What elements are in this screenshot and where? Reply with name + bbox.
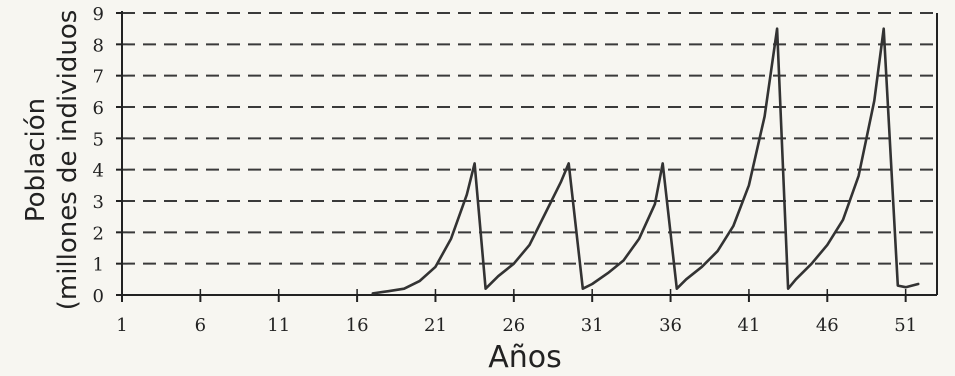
y-tick-label: 6	[93, 98, 104, 119]
series-layer	[371, 27, 920, 295]
y-axis-title-line2: (millones de individuos	[53, 10, 83, 311]
y-tick-label: 9	[93, 4, 104, 25]
y-axis-title: Población (millones de individuos	[21, 10, 83, 311]
x-tick-label: 16	[346, 315, 369, 336]
x-tick-label: 1	[116, 315, 127, 336]
y-tick-label: 2	[93, 223, 104, 244]
x-tick-label: 41	[737, 315, 760, 336]
x-tick-label: 46	[816, 315, 839, 336]
y-tick-label: 0	[93, 286, 104, 307]
gridlines	[122, 12, 937, 265]
y-tick-label: 4	[93, 161, 104, 182]
x-tick-label: 21	[424, 315, 447, 336]
x-axis-title: Años	[488, 340, 562, 372]
y-tick-label: 1	[93, 255, 104, 276]
y-tick-label: 3	[93, 192, 104, 213]
x-tick-label: 11	[267, 315, 290, 336]
y-axis-title-line1: Población	[21, 98, 51, 222]
y-tick-label: 7	[93, 67, 104, 88]
x-tick-label: 51	[894, 315, 917, 336]
x-tick-label: 31	[581, 315, 604, 336]
x-tick-label: 36	[659, 315, 682, 336]
x-tick-label: 6	[195, 315, 206, 336]
y-tick-label: 5	[93, 129, 104, 150]
y-tick-label: 8	[93, 35, 104, 56]
x-tick-label: 26	[502, 315, 525, 336]
tick-marks	[116, 12, 907, 302]
axes	[121, 11, 938, 296]
population-series-line	[371, 27, 920, 295]
